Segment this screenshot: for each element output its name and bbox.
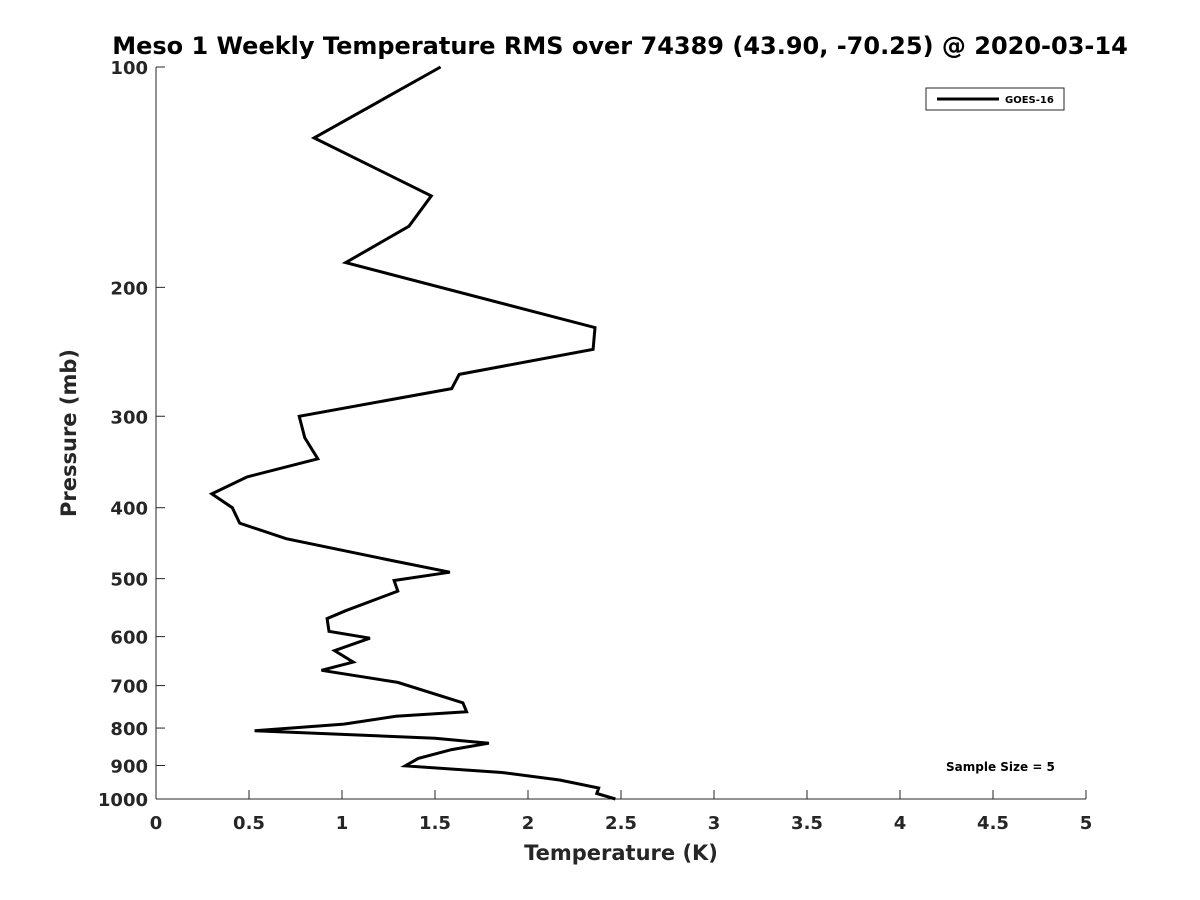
- y-ticks: 100 200 300 400 500 600 700 800 900 1000: [98, 58, 165, 811]
- x-tick-label: 1: [336, 813, 349, 834]
- y-tick-label: 1000: [98, 790, 148, 811]
- chart-title: Meso 1 Weekly Temperature RMS over 74389…: [112, 32, 1128, 60]
- y-tick-label: 700: [110, 677, 148, 698]
- y-tick-label: 600: [110, 628, 148, 649]
- x-tick-label: 2: [522, 813, 535, 834]
- sample-size-annotation: Sample Size = 5: [946, 760, 1055, 774]
- series-line-goes-16: [208, 65, 616, 801]
- y-tick-label: 800: [110, 719, 148, 740]
- x-tick-label: 4: [894, 813, 907, 834]
- legend-label-goes-16: GOES-16: [1005, 95, 1054, 106]
- x-axis-label: Temperature (K): [524, 841, 718, 865]
- y-tick-label: 100: [110, 58, 148, 79]
- x-tick-label: 3: [708, 813, 721, 834]
- y-tick-label: 400: [110, 499, 148, 520]
- y-tick-label: 200: [110, 278, 148, 299]
- y-tick-label: 300: [110, 407, 148, 428]
- plot-area: 0 0.5 1 1.5 2 2.5 3 3.5 4 4.5 5 100 200 300 400 500 600…: [98, 58, 1092, 834]
- x-tick-label: 1.5: [419, 813, 451, 834]
- x-ticks: 0 0.5 1 1.5 2 2.5 3 3.5 4 4.5 5: [150, 790, 1093, 834]
- x-tick-label: 0.5: [233, 813, 265, 834]
- y-tick-label: 900: [110, 757, 148, 778]
- x-tick-label: 2.5: [605, 813, 637, 834]
- y-tick-label: 500: [110, 570, 148, 591]
- x-tick-label: 0: [150, 813, 163, 834]
- x-tick-label: 4.5: [977, 813, 1009, 834]
- x-tick-label: 3.5: [791, 813, 823, 834]
- y-axis-label: Pressure (mb): [57, 349, 81, 517]
- legend: GOES-16: [925, 87, 1065, 111]
- series-layer: [208, 65, 616, 801]
- x-tick-label: 5: [1080, 813, 1093, 834]
